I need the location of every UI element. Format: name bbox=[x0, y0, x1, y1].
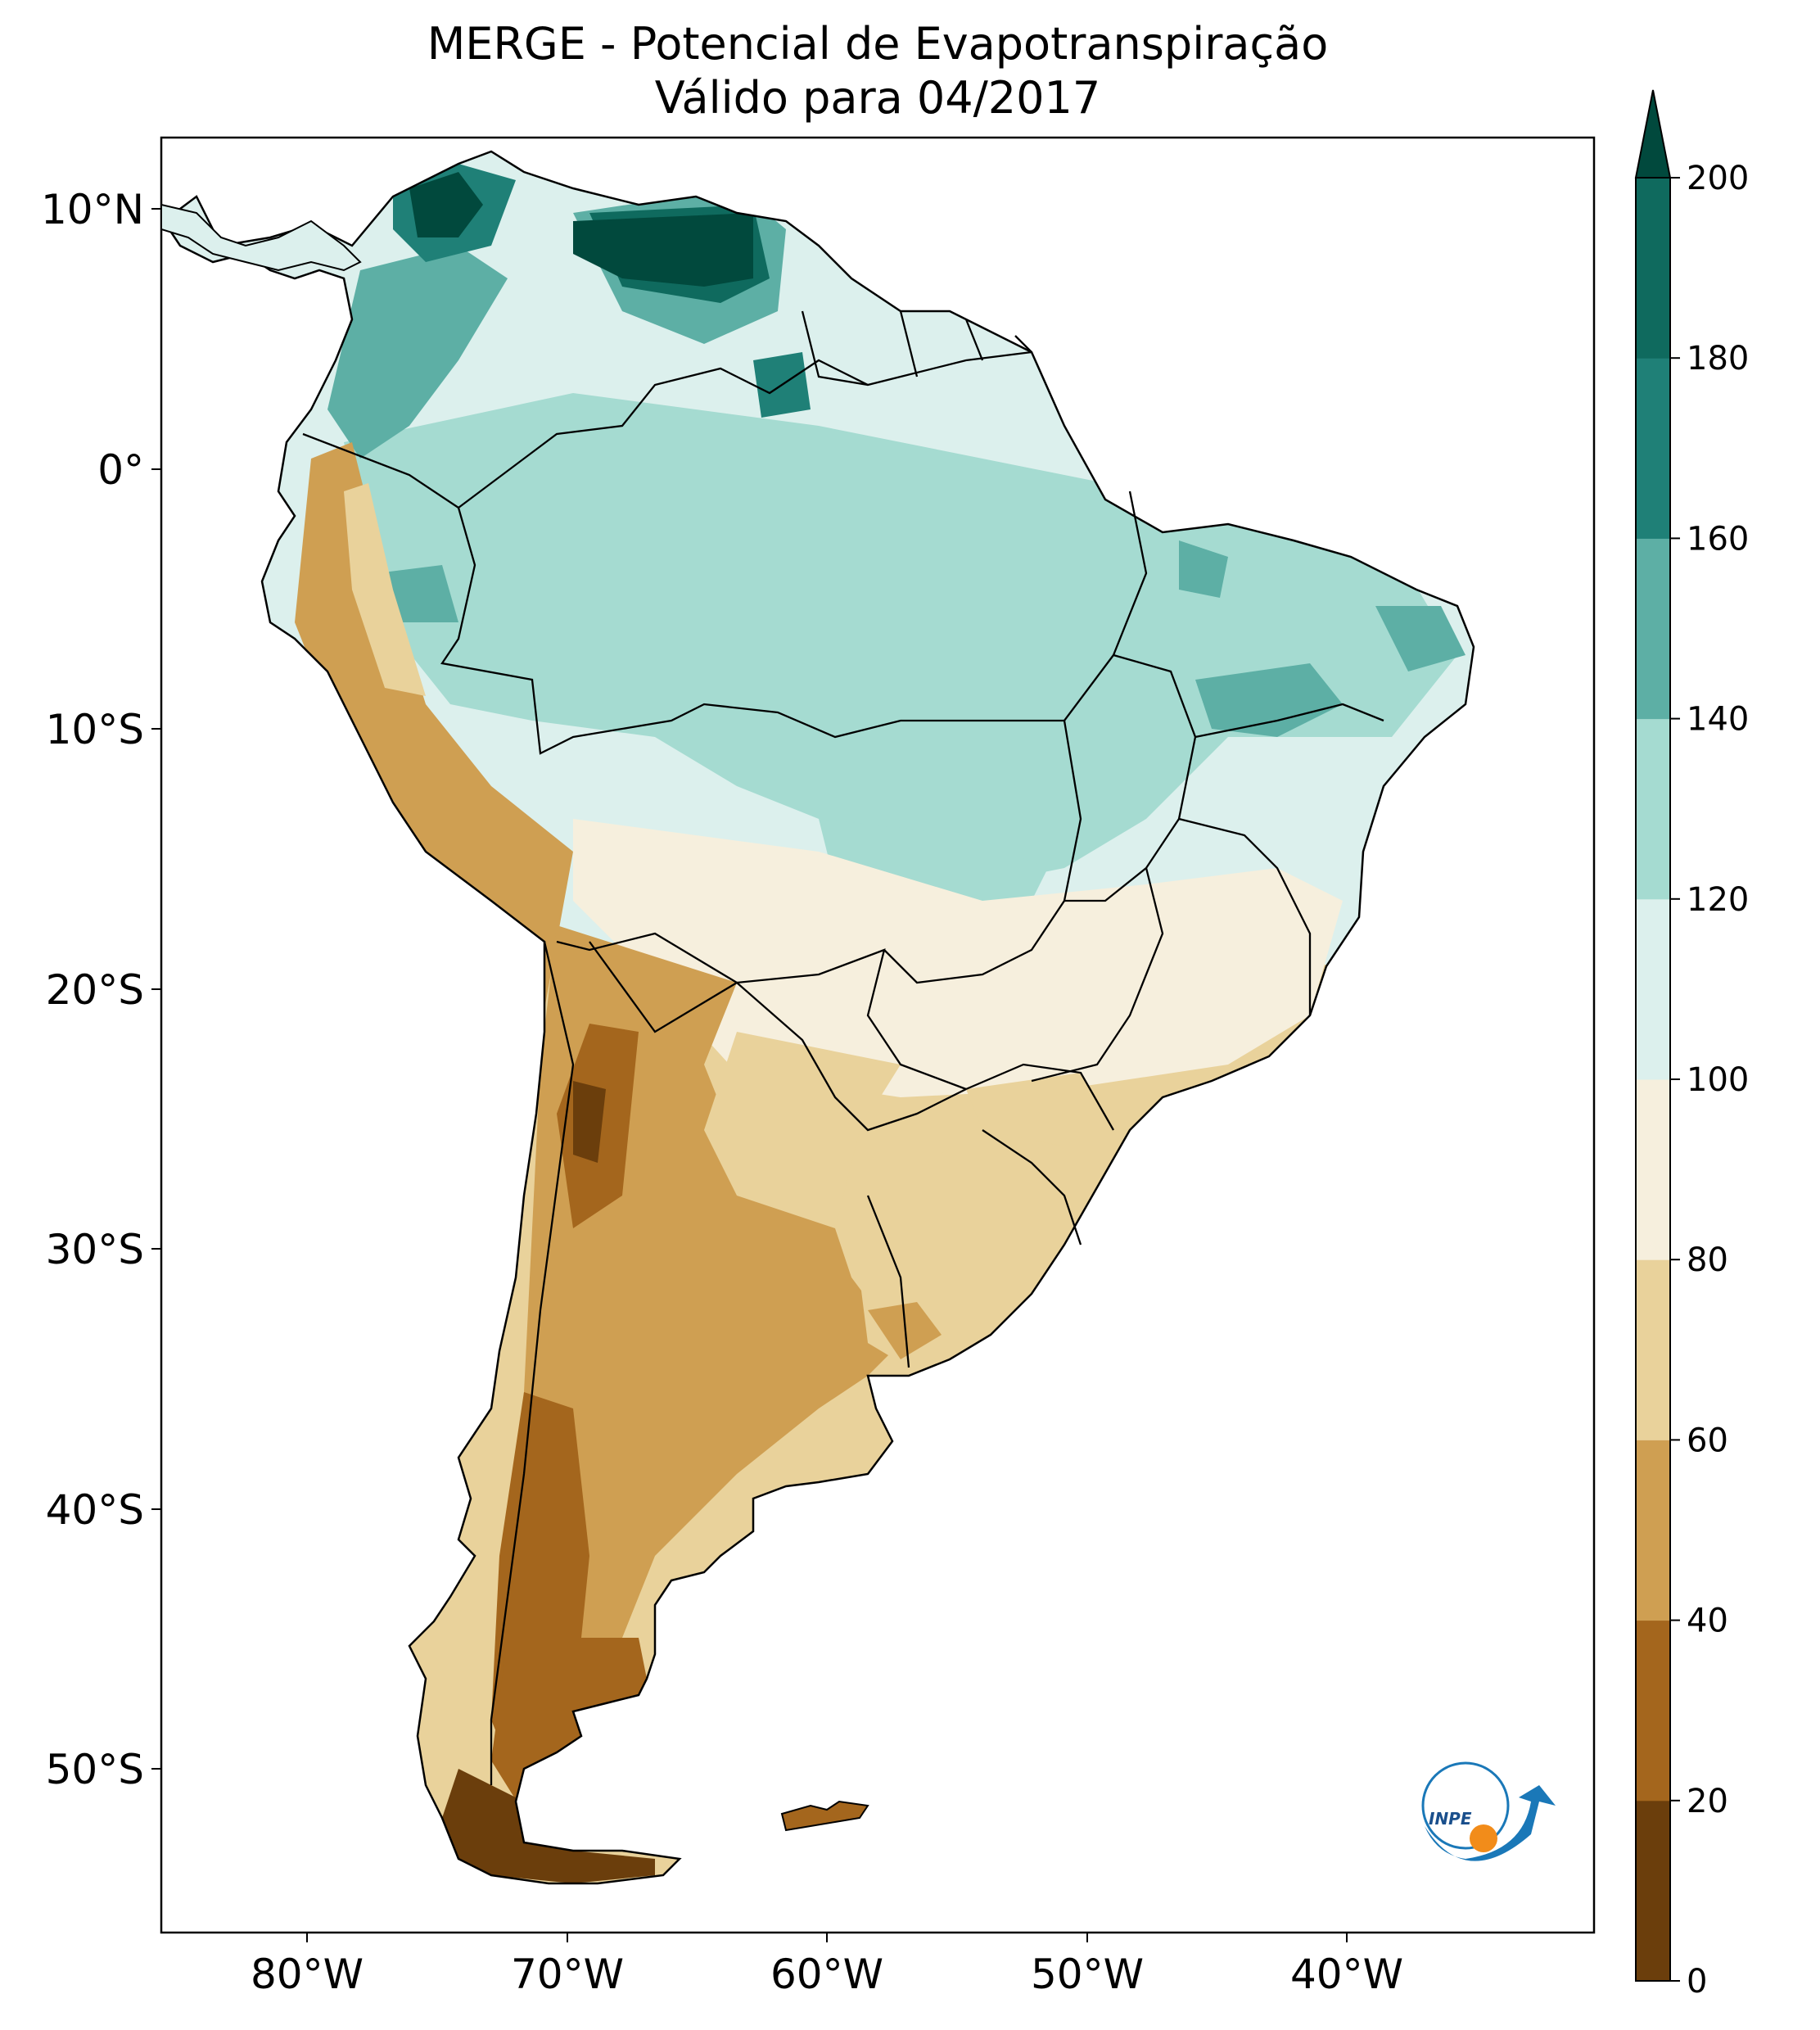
colorbar-tick-label: 80 bbox=[1687, 1241, 1728, 1279]
map-title-line1: MERGE - Potencial de Evapotranspiração bbox=[427, 18, 1329, 70]
falkland-islands bbox=[780, 1800, 869, 1832]
colorbar-band bbox=[1636, 1440, 1670, 1621]
colorbar-band bbox=[1636, 1259, 1670, 1440]
colorbar-band bbox=[1636, 1079, 1670, 1260]
colorbar-extend-arrow bbox=[1634, 89, 1672, 179]
central-america bbox=[161, 203, 362, 272]
colorbar-band bbox=[1636, 1800, 1670, 1982]
inpe-logo: INPE bbox=[1421, 1761, 1556, 1861]
colorbar-tick-label: 40 bbox=[1687, 1603, 1728, 1640]
logo-swoosh bbox=[1425, 1785, 1556, 1861]
lon-labels: 80°W 70°W 60°W 50°W 40°W bbox=[251, 1951, 1403, 1998]
logo-arc-outline bbox=[1421, 1761, 1510, 1850]
lon-ticks bbox=[306, 1933, 1348, 1942]
lat-label: 40°S bbox=[46, 1486, 144, 1534]
colorbar-tick-label: 140 bbox=[1687, 701, 1749, 739]
country-borders bbox=[302, 310, 1384, 1785]
lon-label: 40°W bbox=[1290, 1951, 1403, 1998]
logo-orange-dot bbox=[1470, 1824, 1497, 1852]
lat-label: 10°N bbox=[41, 186, 144, 233]
lat-label: 20°S bbox=[46, 966, 144, 1014]
colorbar-tick-label: 100 bbox=[1687, 1061, 1749, 1099]
colorbar-band bbox=[1636, 718, 1670, 900]
colorbar-band bbox=[1636, 178, 1670, 359]
lon-label: 50°W bbox=[1031, 1951, 1144, 1998]
lat-labels: 10°N 0° 10°S 20°S 30°S 40°S 50°S bbox=[41, 186, 144, 1793]
lat-label: 0° bbox=[97, 446, 144, 494]
colorbar-tick-label: 160 bbox=[1687, 520, 1749, 558]
colorbar-tick-label: 0 bbox=[1687, 1963, 1707, 2001]
lat-label: 50°S bbox=[46, 1746, 144, 1793]
colorbar-band bbox=[1636, 898, 1670, 1080]
lat-label: 30°S bbox=[46, 1226, 144, 1273]
colorbar-tick-label: 60 bbox=[1687, 1422, 1728, 1459]
colorbar-tick-label: 120 bbox=[1687, 881, 1749, 919]
lon-label: 80°W bbox=[251, 1951, 364, 1998]
lat-ticks bbox=[151, 208, 161, 1770]
lon-label: 60°W bbox=[770, 1951, 883, 1998]
map-title-line2: Válido para 04/2017 bbox=[654, 72, 1101, 124]
colorbar-tick-label: 180 bbox=[1687, 340, 1749, 378]
colorbar: 0 20 40 60 80 100 120 140 160 180 200 bbox=[1634, 89, 1749, 2001]
colorbar-tick-label: 200 bbox=[1687, 160, 1749, 197]
logo-text: INPE bbox=[1429, 1809, 1472, 1829]
colorbar-band bbox=[1636, 538, 1670, 720]
colorbar-tick-label: 20 bbox=[1687, 1783, 1728, 1820]
colorbar-band bbox=[1636, 1620, 1670, 1802]
lat-label: 10°S bbox=[46, 706, 144, 753]
lon-label: 70°W bbox=[511, 1951, 624, 1998]
colorbar-band bbox=[1636, 358, 1670, 539]
